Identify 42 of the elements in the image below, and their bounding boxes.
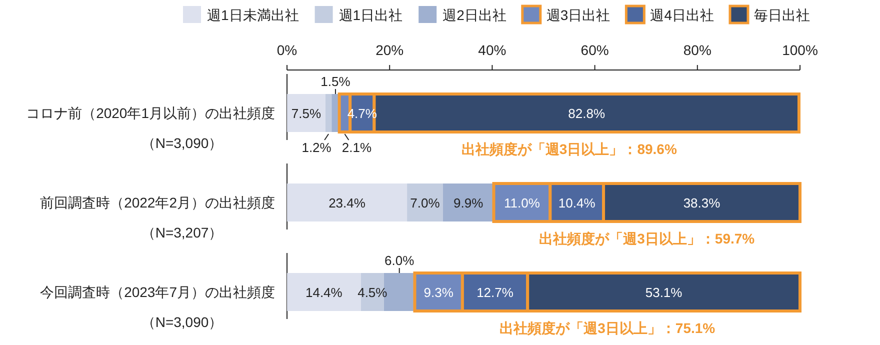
- legend-label: 週1日出社: [338, 7, 403, 23]
- data-label: 12.7%: [476, 285, 514, 300]
- x-tick-label: 40%: [478, 42, 506, 58]
- data-label: 9.9%: [454, 196, 484, 210]
- y-tick-label: 今回調査時（2023年7月）の出社頻度（N=3,090）: [40, 284, 275, 330]
- data-label: 4.5%: [358, 285, 388, 300]
- x-tick-label: 100%: [782, 42, 818, 58]
- legend-label: 週2日出社: [442, 7, 506, 23]
- data-label: 10.4%: [558, 196, 596, 210]
- annotation: 出社頻度が「週3日以上」：75.1%: [500, 320, 716, 336]
- bar: [526, 272, 802, 312]
- legend-label: 毎日出社: [754, 7, 810, 23]
- x-tick-label: 60%: [580, 42, 609, 58]
- bar: [325, 94, 332, 132]
- data-label: 7.0%: [410, 196, 440, 210]
- bar: [407, 184, 443, 222]
- data-label: 82.8%: [568, 106, 606, 121]
- x-tick-label: 80%: [683, 42, 712, 58]
- annotation: 出社頻度が「週3日以上」：59.7%: [539, 230, 756, 246]
- data-label: 9.3%: [424, 285, 454, 300]
- data-label: 2.1%: [342, 140, 372, 155]
- data-label: 38.3%: [683, 196, 721, 210]
- data-label: 6.0%: [384, 253, 415, 268]
- bar: [442, 184, 494, 222]
- data-label: 53.1%: [645, 285, 683, 300]
- legend-label: 週3日出社: [546, 7, 610, 23]
- data-label: 11.0%: [504, 196, 540, 210]
- y-tick-label: 前回調査時（2022年2月）の出社頻度（N=3,207）: [40, 194, 275, 240]
- x-tick-label: 20%: [376, 42, 404, 58]
- annotation: 出社頻度が「週3日以上」：89.6%: [461, 141, 678, 157]
- data-label: 1.5%: [320, 74, 351, 89]
- data-label: 14.4%: [306, 285, 343, 300]
- bar: [602, 182, 802, 223]
- data-label: 7.5%: [291, 106, 322, 121]
- legend-label: 週1日未満出社: [207, 7, 299, 23]
- x-tick-label: 0%: [276, 42, 298, 58]
- bar: [287, 94, 326, 132]
- data-label: 1.2%: [302, 140, 332, 155]
- legend-label: 週4日出社: [650, 7, 714, 23]
- data-label: 23.4%: [328, 196, 366, 210]
- y-tick-label: コロナ前（2020年1月以前）の出社頻度（N=3,090）: [26, 105, 275, 151]
- bar: [287, 184, 408, 222]
